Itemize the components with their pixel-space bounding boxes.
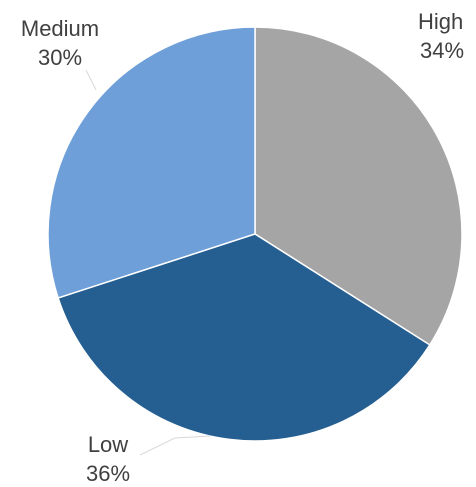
data-label-medium-percent: 30% <box>38 45 82 70</box>
pie-slice-medium <box>47 26 256 299</box>
data-label-low-name: Low <box>88 432 128 457</box>
data-label-low-percent: 36% <box>86 461 130 486</box>
data-label-medium-name: Medium <box>21 16 99 41</box>
leader-line-medium <box>85 69 97 91</box>
pie-slice-low <box>57 233 431 442</box>
pie-slices <box>47 26 463 442</box>
data-label-medium: Medium 30% <box>21 16 99 70</box>
data-label-low: Low 36% <box>86 432 130 486</box>
leader-lines <box>85 69 211 456</box>
leader-line-low <box>139 435 211 456</box>
pie-slice-high <box>254 26 463 346</box>
data-label-high-name: High <box>418 9 463 34</box>
data-label-high-percent: 34% <box>420 38 464 63</box>
data-label-high: High 34% <box>418 9 464 63</box>
